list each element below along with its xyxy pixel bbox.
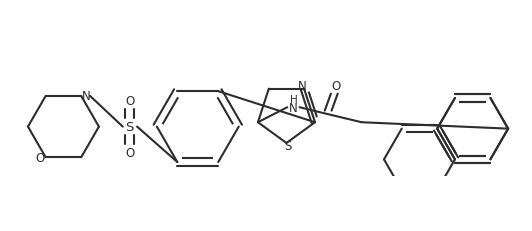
Text: H: H	[289, 94, 297, 104]
Text: N: N	[298, 80, 306, 93]
Text: O: O	[36, 151, 45, 164]
Text: N: N	[82, 90, 90, 103]
Text: O: O	[125, 146, 134, 159]
Text: O: O	[125, 95, 134, 108]
Text: O: O	[331, 79, 340, 92]
Text: S: S	[126, 121, 134, 134]
Text: N: N	[289, 101, 298, 114]
Text: S: S	[284, 140, 292, 152]
